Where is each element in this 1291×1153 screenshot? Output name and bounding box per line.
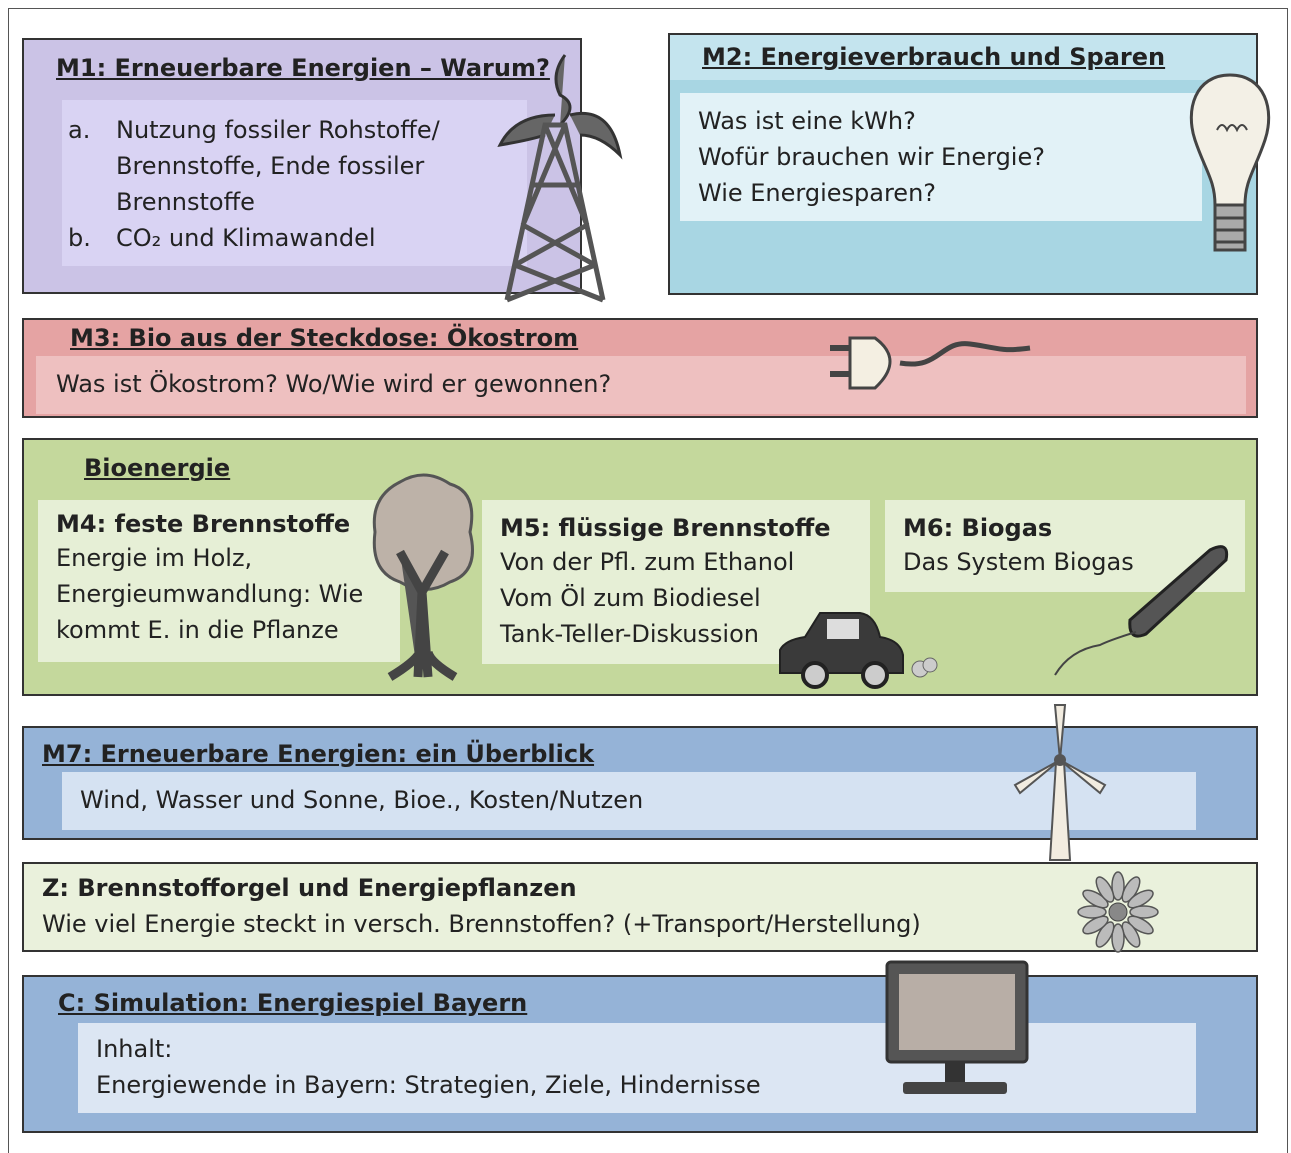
plug-icon [830,330,1040,400]
flower-icon [1078,872,1158,952]
light-bulb-icon [1185,70,1275,270]
bioenergie-title: Bioenergie [84,454,230,482]
line: Brennstoffe, Ende fossiler [116,148,440,184]
m2-content: Was ist eine kWh? Wofür brauchen wir Ene… [680,93,1202,221]
m7-title: M7: Erneuerbare Energien: ein Überblick [42,740,594,768]
line: Energie im Holz, [56,540,382,576]
car-icon [775,605,940,690]
line: Was ist eine kWh? [698,103,1184,139]
marker: a. [68,112,90,148]
line: Wie Energiesparen? [698,175,1184,211]
oil-derrick-icon [495,45,625,305]
m4-box: M4: feste Brennstoffe Energie im Holz, E… [38,500,400,662]
marker: b. [68,220,91,256]
m2-box: M2: Energieverbrauch und Sparen Was ist … [668,33,1258,295]
item: Nutzung fossiler Rohstoffe/ Brennstoffe,… [116,112,440,220]
wind-turbine-icon [1010,700,1110,865]
m1-title: M1: Erneuerbare Energien – Warum? [56,54,550,82]
z-title: Z: Brennstofforgel und Energiepflanzen [42,874,577,902]
line: Was ist Ökostrom? Wo/Wie wird er gewonne… [56,366,1226,402]
m3-box: M3: Bio aus der Steckdose: Ökostrom Was … [22,318,1258,418]
monitor-icon [883,958,1033,1098]
line: CO₂ und Klimawandel [116,220,376,256]
m3-title: M3: Bio aus der Steckdose: Ökostrom [70,324,578,352]
m4-title: M4: feste Brennstoffe [56,508,382,540]
m2-title: M2: Energieverbrauch und Sparen [702,43,1165,71]
page: M1: Erneuerbare Energien – Warum? a. Nut… [0,0,1291,1153]
z-box: Z: Brennstofforgel und Energiepflanzen W… [22,862,1258,952]
m5-title: M5: flüssige Brennstoffe [500,512,852,544]
tree-icon [370,472,480,682]
m3-content: Was ist Ökostrom? Wo/Wie wird er gewonne… [36,356,1246,414]
line: Von der Pfl. zum Ethanol [500,544,852,580]
c-title: C: Simulation: Energiespiel Bayern [58,989,527,1017]
c-box: C: Simulation: Energiespiel Bayern Inhal… [22,975,1258,1133]
line: Energieumwandlung: Wie [56,576,382,612]
line: kommt E. in die Pflanze [56,612,382,648]
line: Wie viel Energie steckt in versch. Brenn… [42,906,921,942]
bacterium-icon [1050,530,1240,680]
line: Wofür brauchen wir Energie? [698,139,1184,175]
m1-content: a. Nutzung fossiler Rohstoffe/ Brennstof… [62,100,527,266]
line: Brennstoffe [116,184,440,220]
line: Nutzung fossiler Rohstoffe/ [116,112,440,148]
